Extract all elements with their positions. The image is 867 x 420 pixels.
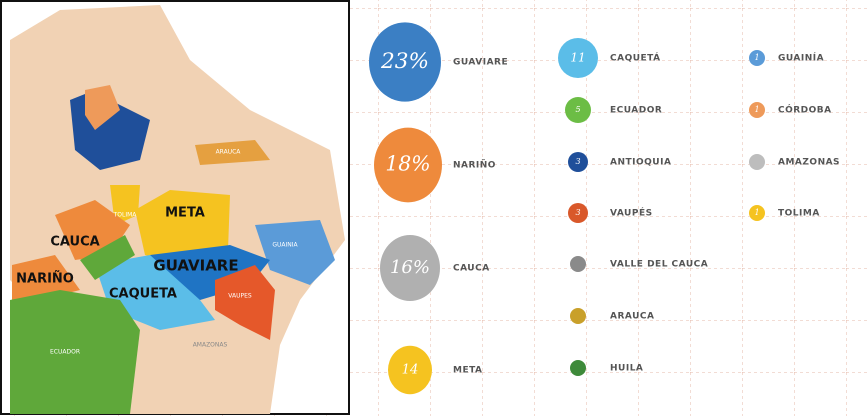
region-guainia	[255, 220, 335, 285]
region-name: GUAINÍA	[778, 52, 824, 64]
bubble-value: 1	[754, 208, 759, 217]
region-name: ECUADOR	[610, 106, 662, 116]
region-name: NARIÑO	[453, 160, 496, 171]
map-label: CAQUETA	[109, 287, 177, 302]
map-label: CAUCA	[50, 235, 99, 250]
map-label: NARIÑO	[16, 271, 74, 287]
bubble	[749, 50, 765, 66]
bubble	[380, 235, 440, 301]
region-name: VAUPÉS	[610, 207, 653, 219]
bubble-value: 16%	[390, 257, 430, 278]
bubble-value: 1	[754, 105, 759, 114]
region-tolima	[110, 185, 140, 225]
region-name: TOLIMA	[778, 209, 820, 219]
ecuador-area	[10, 290, 140, 414]
bubble	[565, 97, 591, 123]
bubble-value: 11	[570, 51, 585, 65]
bubble-value: 18%	[385, 152, 430, 176]
region-name: GUAVIARE	[453, 58, 508, 68]
region-vaupes	[215, 265, 275, 340]
region-name: CÓRDOBA	[778, 104, 832, 116]
region-name: META	[453, 366, 483, 376]
region-arauca	[195, 140, 270, 165]
region-name: ANTIOQUIA	[610, 158, 671, 168]
region-name: VALLE DEL CAUCA	[610, 260, 708, 270]
map-label: GUAINIA	[272, 242, 298, 249]
bubble	[749, 205, 765, 221]
region-name: HUILA	[610, 364, 643, 374]
bubble-value: 5	[575, 105, 580, 114]
bubble	[570, 360, 586, 376]
bubble-value: 3	[575, 208, 580, 217]
bubble-value: 14	[402, 363, 419, 378]
region-huila	[80, 235, 135, 280]
bubble-value: 23%	[380, 49, 429, 74]
bubble	[568, 152, 588, 172]
region-meta	[135, 190, 230, 265]
bubble	[570, 308, 586, 324]
bubble-value: 1	[754, 53, 759, 62]
bubble	[369, 22, 441, 102]
region-narino	[12, 255, 80, 300]
map-label: VAUPES	[228, 293, 252, 300]
map-label: GUAVIARE	[153, 257, 238, 275]
bubble	[388, 345, 432, 395]
bubble-value: 3	[575, 157, 580, 166]
bubble	[558, 38, 598, 78]
map-label: TOLIMA	[113, 212, 138, 219]
bubble	[749, 102, 765, 118]
region-cordoba	[85, 85, 120, 130]
map-label: ECUADOR	[50, 349, 80, 356]
region-name: CAQUETÁ	[610, 52, 661, 64]
map-label: META	[165, 206, 205, 221]
region-name: CAUCA	[453, 264, 490, 274]
map-label: ARAUCA	[216, 149, 242, 156]
bubble	[568, 203, 588, 223]
bubble	[374, 127, 442, 203]
region-name: ARAUCA	[610, 312, 654, 322]
map: META CAUCA GUAVIARE NARIÑO CAQUETA ECUAD…	[0, 0, 350, 415]
bubble	[749, 154, 765, 170]
region-name: AMAZONAS	[778, 158, 840, 168]
map-label: AMAZONAS	[193, 342, 228, 349]
bubble	[570, 256, 586, 272]
